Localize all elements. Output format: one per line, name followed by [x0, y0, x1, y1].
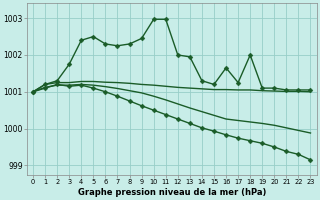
X-axis label: Graphe pression niveau de la mer (hPa): Graphe pression niveau de la mer (hPa) [77, 188, 266, 197]
